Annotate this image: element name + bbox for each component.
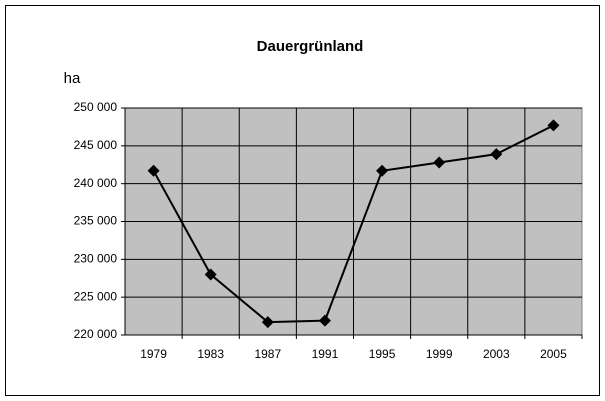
marker (318, 314, 331, 327)
y-tick-label: 240 000 (74, 176, 118, 190)
chart-title: Dauergrünland (257, 38, 364, 55)
y-tick-label: 230 000 (74, 252, 118, 266)
x-tick-label: 2003 (483, 347, 510, 361)
x-tick-label: 1987 (254, 347, 281, 361)
line (152, 124, 554, 324)
x-tick-label: 1983 (197, 347, 224, 361)
y-tick-label: 220 000 (74, 327, 118, 341)
y-tick-label: 250 000 (74, 100, 118, 114)
marker (433, 156, 446, 169)
y-axis-label: ha (64, 70, 81, 87)
y-tick-label: 245 000 (74, 138, 118, 152)
marker (376, 164, 389, 177)
x-tick-label: 1979 (140, 347, 167, 361)
marker (204, 268, 217, 281)
marker (261, 316, 274, 329)
x-tick-label: 1995 (369, 347, 396, 361)
x-tick-label: 1999 (426, 347, 453, 361)
marker (547, 119, 560, 132)
marker (490, 148, 503, 161)
x-tick-label: 1991 (312, 347, 339, 361)
y-tick-label: 225 000 (74, 289, 118, 303)
x-tick-label: 2005 (540, 347, 567, 361)
y-tick-label: 235 000 (74, 214, 118, 228)
marker (147, 164, 160, 177)
